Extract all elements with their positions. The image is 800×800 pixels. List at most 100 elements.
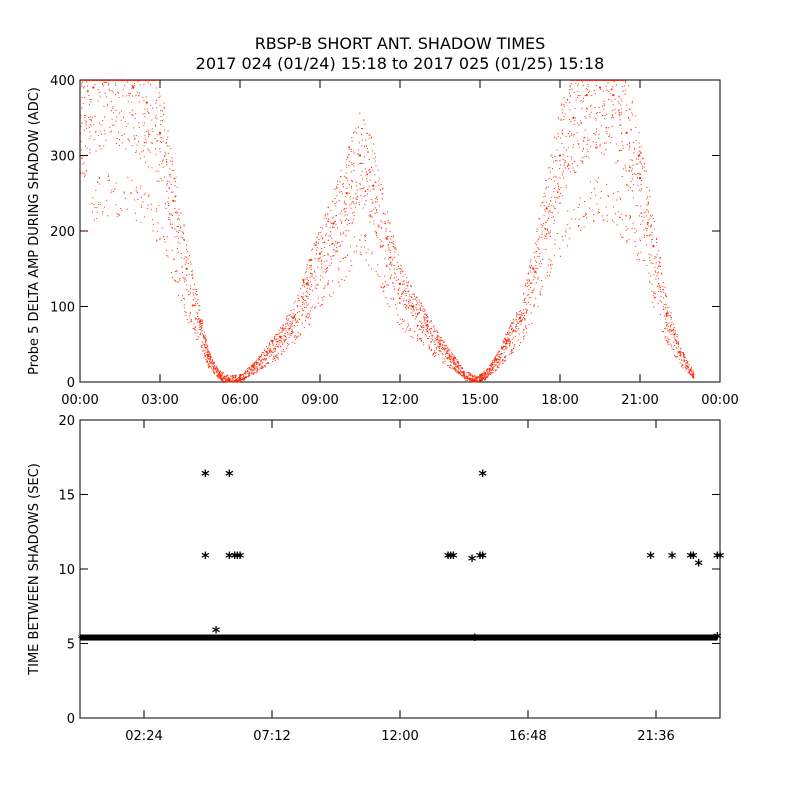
- delta-amp-cloud-point: [301, 322, 303, 324]
- baseline-point: *: [90, 634, 95, 645]
- delta-amp-cloud-point: [421, 327, 423, 329]
- delta-amp-cloud-point: [381, 221, 383, 223]
- delta-amp-cloud-point: [353, 211, 355, 213]
- delta-amp-cloud-point: [267, 347, 269, 349]
- delta-amp-cloud-point: [127, 123, 129, 125]
- delta-amp-cloud-point: [400, 268, 402, 270]
- delta-amp-cloud-point: [535, 251, 537, 253]
- delta-amp-cloud-point: [481, 373, 483, 375]
- delta-amp-cloud-point: [372, 202, 374, 204]
- delta-amp-cloud-point: [524, 301, 526, 303]
- delta-amp-cloud-point: [251, 371, 253, 373]
- delta-amp-cloud-point: [647, 225, 649, 227]
- delta-amp-cloud-point: [306, 276, 308, 278]
- delta-amp-cloud-point: [559, 177, 561, 179]
- delta-amp-cloud-point: [583, 216, 585, 218]
- delta-amp-cloud-point: [97, 100, 99, 102]
- delta-amp-cloud-point: [408, 298, 410, 300]
- delta-amp-cloud-point: [255, 361, 257, 363]
- delta-amp-cloud-point: [463, 373, 465, 375]
- delta-amp-point: [572, 116, 575, 119]
- delta-amp-cloud-point: [541, 236, 543, 238]
- delta-amp-cloud-point: [300, 295, 302, 297]
- delta-amp-cloud-point: [643, 229, 645, 231]
- delta-amp-cloud-point: [166, 254, 168, 256]
- delta-amp-cloud-point: [365, 200, 367, 202]
- delta-amp-cloud-point: [378, 177, 380, 179]
- delta-amp-cloud-point: [438, 347, 440, 349]
- delta-amp-cloud-point: [425, 317, 427, 319]
- delta-amp-cloud-point: [156, 99, 158, 101]
- delta-amp-cloud-point: [551, 204, 553, 206]
- delta-amp-cloud-point: [133, 85, 135, 87]
- delta-amp-cloud-point: [92, 80, 94, 81]
- delta-amp-cloud-point: [263, 354, 265, 356]
- delta-amp-cloud-point: [691, 371, 693, 373]
- baseline-point: *: [366, 634, 371, 645]
- baseline-point: *: [182, 634, 187, 645]
- delta-amp-cloud-point: [307, 278, 309, 280]
- delta-amp-cloud-point: [663, 315, 665, 317]
- delta-amp-cloud-point: [81, 107, 83, 109]
- delta-amp-cloud-point: [155, 154, 157, 156]
- delta-amp-cloud-point: [660, 313, 662, 315]
- delta-amp-cloud-point: [541, 202, 543, 204]
- delta-amp-cloud-point: [165, 207, 167, 209]
- delta-amp-cloud-point: [372, 201, 374, 203]
- delta-amp-cloud-point: [629, 146, 631, 148]
- baseline-point: *: [362, 634, 367, 645]
- delta-amp-cloud-point: [640, 223, 642, 225]
- delta-amp-cloud-point: [479, 381, 481, 383]
- delta-amp-point: [78, 131, 82, 134]
- delta-amp-cloud-point: [416, 340, 418, 342]
- delta-amp-cloud-point: [212, 370, 214, 372]
- delta-amp-cloud-point: [450, 364, 452, 366]
- delta-amp-cloud-point: [552, 216, 554, 218]
- delta-amp-cloud-point: [111, 118, 113, 120]
- delta-amp-cloud-point: [581, 80, 583, 81]
- delta-amp-cloud-point: [323, 217, 325, 219]
- delta-amp-cloud-point: [430, 320, 432, 322]
- delta-amp-cloud-point: [690, 373, 692, 375]
- delta-amp-cloud-point: [649, 257, 651, 259]
- delta-amp-cloud-point: [288, 336, 290, 338]
- delta-amp-cloud-point: [679, 362, 681, 364]
- delta-amp-cloud-point: [176, 230, 178, 232]
- delta-amp-cloud-point: [137, 80, 139, 81]
- baseline-point: *: [102, 634, 107, 645]
- delta-amp-cloud-point: [649, 196, 651, 198]
- delta-amp-cloud-point: [485, 374, 487, 376]
- delta-amp-cloud-point: [491, 369, 493, 371]
- delta-amp-cloud-point: [201, 323, 203, 325]
- baseline-point: *: [425, 634, 430, 645]
- baseline-point: *: [526, 634, 531, 645]
- delta-amp-cloud-point: [198, 321, 200, 323]
- delta-amp-cloud-point: [665, 335, 667, 337]
- delta-amp-cloud-point: [476, 379, 478, 381]
- baseline-point: *: [318, 634, 323, 645]
- delta-amp-cloud-point: [611, 88, 613, 90]
- delta-amp-cloud-point: [122, 142, 124, 144]
- delta-amp-cloud-point: [559, 247, 561, 249]
- delta-amp-cloud-point: [217, 374, 219, 376]
- baseline-point: *: [150, 634, 155, 645]
- delta-amp-cloud-point: [586, 80, 588, 81]
- delta-amp-cloud-point: [220, 377, 222, 379]
- delta-amp-cloud-point: [560, 119, 562, 121]
- delta-amp-cloud-point: [204, 349, 206, 351]
- delta-amp-cloud-point: [276, 356, 278, 358]
- delta-amp-cloud-point: [588, 80, 590, 81]
- delta-amp-cloud-point: [669, 331, 671, 333]
- delta-amp-cloud-point: [118, 144, 120, 146]
- baseline-point: *: [398, 634, 403, 645]
- baseline-point: *: [430, 634, 435, 645]
- delta-amp-cloud-point: [402, 276, 404, 278]
- delta-amp-cloud-point: [416, 312, 418, 314]
- baseline-point: *: [714, 634, 719, 645]
- delta-amp-cloud-point: [509, 341, 511, 343]
- delta-amp-cloud-point: [373, 223, 375, 225]
- delta-amp-cloud-point: [444, 348, 446, 350]
- delta-amp-cloud-point: [327, 218, 329, 220]
- delta-amp-cloud-point: [482, 375, 484, 377]
- delta-amp-cloud-point: [343, 258, 345, 260]
